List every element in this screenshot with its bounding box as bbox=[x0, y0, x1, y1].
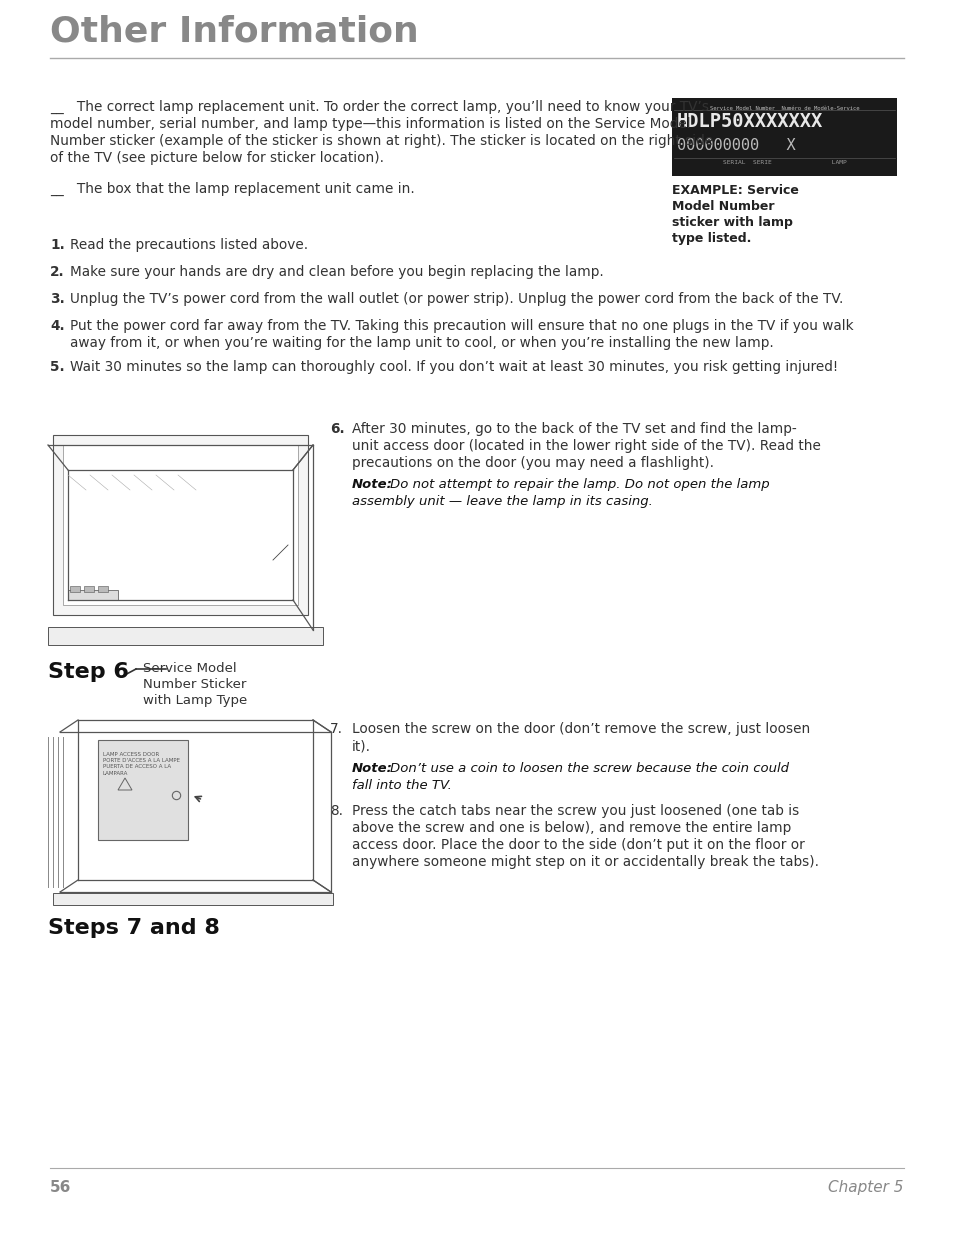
Text: away from it, or when you’re waiting for the lamp unit to cool, or when you’re i: away from it, or when you’re waiting for… bbox=[70, 336, 773, 350]
Text: 8.: 8. bbox=[330, 804, 343, 818]
Bar bbox=[48, 627, 323, 645]
Text: 7.: 7. bbox=[330, 722, 343, 736]
Text: of the TV (see picture below for sticker location).: of the TV (see picture below for sticker… bbox=[50, 151, 384, 165]
Text: Press the catch tabs near the screw you just loosened (one tab is: Press the catch tabs near the screw you … bbox=[352, 804, 799, 818]
Text: Steps 7 and 8: Steps 7 and 8 bbox=[48, 918, 219, 939]
Text: After 30 minutes, go to the back of the TV set and find the lamp-: After 30 minutes, go to the back of the … bbox=[352, 422, 796, 436]
Text: EXAMPLE: Service: EXAMPLE: Service bbox=[671, 184, 798, 198]
Text: Unplug the TV’s power cord from the wall outlet (or power strip). Unplug the pow: Unplug the TV’s power cord from the wall… bbox=[70, 291, 842, 306]
Text: LAMP ACCESS DOOR
PORTE D'ACCES A LA LAMPE
PUERTA DE ACCESO A LA
LAMPARA: LAMP ACCESS DOOR PORTE D'ACCES A LA LAMP… bbox=[103, 752, 180, 776]
Text: SERIAL  SERIE                LAMP: SERIAL SERIE LAMP bbox=[721, 161, 845, 165]
Text: Note:: Note: bbox=[352, 762, 393, 776]
Text: Number Sticker: Number Sticker bbox=[143, 678, 246, 692]
Bar bbox=[53, 435, 308, 615]
Text: HDLP50XXXXXXX: HDLP50XXXXXXX bbox=[677, 112, 822, 131]
Text: Model Number: Model Number bbox=[671, 200, 774, 212]
Text: __   The box that the lamp replacement unit came in.: __ The box that the lamp replacement uni… bbox=[50, 182, 415, 196]
Text: assembly unit — leave the lamp in its casing.: assembly unit — leave the lamp in its ca… bbox=[352, 495, 652, 508]
Text: 3.: 3. bbox=[50, 291, 65, 306]
Text: Note:: Note: bbox=[352, 478, 393, 492]
Text: Step 6: Step 6 bbox=[48, 662, 129, 682]
Text: 56: 56 bbox=[50, 1179, 71, 1195]
Text: 1.: 1. bbox=[50, 238, 65, 252]
Text: 6.: 6. bbox=[330, 422, 344, 436]
Text: Service Model: Service Model bbox=[143, 662, 236, 676]
Bar bbox=[68, 590, 118, 600]
Text: __   The correct lamp replacement unit. To order the correct lamp, you’ll need t: __ The correct lamp replacement unit. To… bbox=[50, 100, 708, 114]
Text: Put the power cord far away from the TV. Taking this precaution will ensure that: Put the power cord far away from the TV.… bbox=[70, 319, 853, 333]
Bar bbox=[84, 585, 94, 592]
Text: Other Information: Other Information bbox=[50, 14, 418, 48]
Text: with Lamp Type: with Lamp Type bbox=[143, 694, 247, 706]
Text: 4.: 4. bbox=[50, 319, 65, 333]
Bar bbox=[671, 98, 896, 177]
Bar bbox=[98, 740, 188, 840]
Text: fall into the TV.: fall into the TV. bbox=[352, 779, 452, 792]
Text: Service Model Number  Numéro de Modèle-Service: Service Model Number Numéro de Modèle-Se… bbox=[709, 106, 859, 111]
Text: 2.: 2. bbox=[50, 266, 65, 279]
Text: Do not attempt to repair the lamp. Do not open the lamp: Do not attempt to repair the lamp. Do no… bbox=[390, 478, 769, 492]
Text: access door. Place the door to the side (don’t put it on the floor or: access door. Place the door to the side … bbox=[352, 839, 804, 852]
Bar bbox=[98, 585, 108, 592]
Text: it).: it). bbox=[352, 739, 371, 753]
Text: Read the precautions listed above.: Read the precautions listed above. bbox=[70, 238, 308, 252]
Text: precautions on the door (you may need a flashlight).: precautions on the door (you may need a … bbox=[352, 456, 713, 471]
Text: model number, serial number, and lamp type—this information is listed on the Ser: model number, serial number, and lamp ty… bbox=[50, 117, 690, 131]
Text: 000000000   X: 000000000 X bbox=[677, 138, 795, 153]
Bar bbox=[70, 585, 80, 592]
Text: Loosen the screw on the door (don’t remove the screw, just loosen: Loosen the screw on the door (don’t remo… bbox=[352, 722, 809, 736]
Text: type listed.: type listed. bbox=[671, 232, 751, 245]
Text: sticker with lamp: sticker with lamp bbox=[671, 216, 792, 228]
Text: Chapter 5: Chapter 5 bbox=[827, 1179, 903, 1195]
Bar bbox=[63, 445, 297, 605]
Text: anywhere someone might step on it or accidentally break the tabs).: anywhere someone might step on it or acc… bbox=[352, 855, 818, 869]
Text: Number sticker (example of the sticker is shown at right). The sticker is locate: Number sticker (example of the sticker i… bbox=[50, 135, 713, 148]
Text: Wait 30 minutes so the lamp can thoroughly cool. If you don’t wait at least 30 m: Wait 30 minutes so the lamp can thorough… bbox=[70, 359, 838, 374]
Text: Don’t use a coin to loosen the screw because the coin could: Don’t use a coin to loosen the screw bec… bbox=[390, 762, 788, 776]
Text: above the screw and one is below), and remove the entire lamp: above the screw and one is below), and r… bbox=[352, 821, 790, 835]
Text: 5.: 5. bbox=[50, 359, 65, 374]
Text: unit access door (located in the lower right side of the TV). Read the: unit access door (located in the lower r… bbox=[352, 438, 820, 453]
Bar bbox=[53, 893, 333, 905]
Text: Make sure your hands are dry and clean before you begin replacing the lamp.: Make sure your hands are dry and clean b… bbox=[70, 266, 603, 279]
